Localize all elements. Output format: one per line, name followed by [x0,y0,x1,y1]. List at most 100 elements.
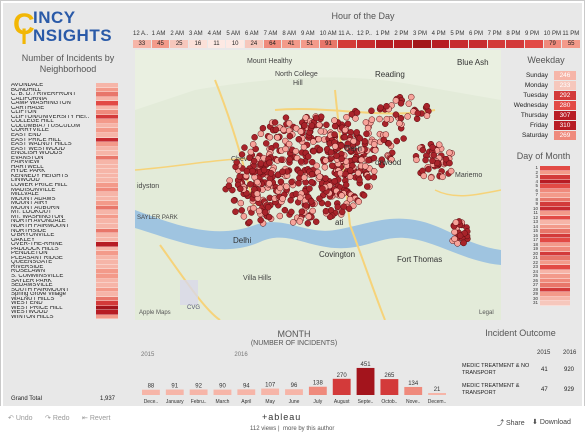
incident-dot[interactable] [279,195,286,202]
neighborhood-cell[interactable] [96,87,118,93]
incident-dot[interactable] [282,145,289,153]
incident-dot[interactable] [430,151,438,159]
incident-dot[interactable] [435,141,443,148]
incident-dot[interactable] [232,208,239,215]
hour-cell[interactable]: 55 [562,40,580,48]
neighborhood-cell[interactable] [96,264,118,270]
incident-dot[interactable] [328,162,336,170]
incident-dot[interactable] [442,155,450,163]
incident-dot[interactable] [308,170,316,178]
incident-dot[interactable] [331,131,338,138]
month-bar[interactable] [356,367,375,395]
incident-dot[interactable] [298,208,306,215]
incident-dot[interactable] [233,158,240,166]
incident-dot[interactable] [255,207,263,215]
incident-dot[interactable] [364,124,372,132]
neighborhood-cell[interactable] [96,296,118,302]
weekday-cell[interactable]: 246 [554,71,576,80]
neighborhood-cell[interactable] [96,278,118,284]
incident-dot[interactable] [281,206,289,214]
neighborhood-cell[interactable] [96,283,118,288]
incident-dot[interactable] [331,122,339,130]
hour-cell[interactable]: 64 [263,40,282,48]
incident-dot[interactable] [319,185,326,192]
incident-dot[interactable] [304,153,312,160]
incident-dot[interactable] [405,100,413,107]
incident-dot[interactable] [316,173,323,180]
neighborhood-cell[interactable] [96,192,118,197]
incident-dot[interactable] [372,147,379,154]
hour-cell[interactable] [375,40,394,48]
month-bar[interactable] [404,386,423,395]
weekday-cell[interactable]: 307 [554,111,576,120]
incident-dot[interactable] [400,135,407,142]
incident-dot[interactable] [413,156,420,164]
incident-dot[interactable] [272,126,280,133]
incident-dot[interactable] [413,115,421,123]
incident-dot[interactable] [315,135,322,143]
day-cell[interactable] [540,269,570,274]
day-cell[interactable] [540,211,570,216]
incident-dot[interactable] [324,200,332,208]
incident-dot[interactable] [251,134,258,141]
month-bar[interactable] [261,388,280,395]
day-cell[interactable] [540,224,570,229]
hour-cell[interactable] [431,40,450,48]
day-cell[interactable] [540,170,570,175]
incident-dot[interactable] [297,158,305,165]
incident-dot[interactable] [353,129,361,136]
incident-dot[interactable] [296,218,304,225]
incident-dot[interactable] [439,173,446,181]
neighborhood-cell[interactable] [96,123,118,129]
incident-dot[interactable] [333,152,340,160]
day-cell[interactable] [540,256,570,261]
incident-dot[interactable] [356,176,363,184]
hour-cell[interactable]: 24 [245,40,263,48]
incident-dot[interactable] [338,192,345,199]
incident-dot[interactable] [279,168,286,175]
neighborhood-cell[interactable] [96,164,118,170]
incident-dot[interactable] [271,119,279,126]
incident-dot[interactable] [429,144,436,151]
incident-dot[interactable] [261,209,269,216]
incident-dot[interactable] [238,207,245,214]
incident-dot[interactable] [347,147,354,154]
incident-dot[interactable] [306,185,313,192]
neighborhood-cell[interactable] [96,96,118,102]
neighborhood-cell[interactable] [96,151,118,156]
incident-dot[interactable] [338,155,345,163]
day-cell[interactable] [540,287,570,292]
incident-dot[interactable] [447,167,455,175]
incident-dot[interactable] [346,195,354,203]
day-cell[interactable] [540,242,570,247]
incident-dot[interactable] [297,194,304,201]
hour-cell[interactable] [338,40,356,48]
day-cell[interactable] [540,179,570,184]
incident-dot[interactable] [414,110,422,117]
neighborhood-cell[interactable] [96,110,118,115]
neighborhood-cell[interactable] [96,146,118,152]
incident-dot[interactable] [308,122,316,129]
neighborhood-cell[interactable] [96,305,118,311]
incident-dot[interactable] [370,168,378,175]
share-button[interactable]: ⤴ Share [497,418,525,428]
hour-cell[interactable] [487,40,506,48]
incident-dot[interactable] [460,239,467,247]
neighborhood-cell[interactable] [96,101,118,106]
incident-map[interactable]: Mount Healthy North College Hill Reading… [135,50,501,320]
incident-dot[interactable] [267,170,275,177]
incident-dot[interactable] [419,146,427,154]
hour-cell[interactable] [506,40,524,48]
incident-dot[interactable] [376,115,383,123]
redo-button[interactable]: ↷ Redo [45,414,70,422]
day-cell[interactable] [540,206,570,211]
day-cell[interactable] [540,215,570,220]
hour-cell[interactable]: 51 [301,40,319,48]
neighborhood-cell[interactable] [96,142,118,147]
neighborhood-cell[interactable] [96,210,118,215]
neighborhood-heat-column[interactable] [96,83,118,320]
incident-dot[interactable] [368,107,375,115]
incident-dot[interactable] [288,208,295,216]
neighborhood-cell[interactable] [96,173,118,179]
incident-dot[interactable] [250,204,257,212]
